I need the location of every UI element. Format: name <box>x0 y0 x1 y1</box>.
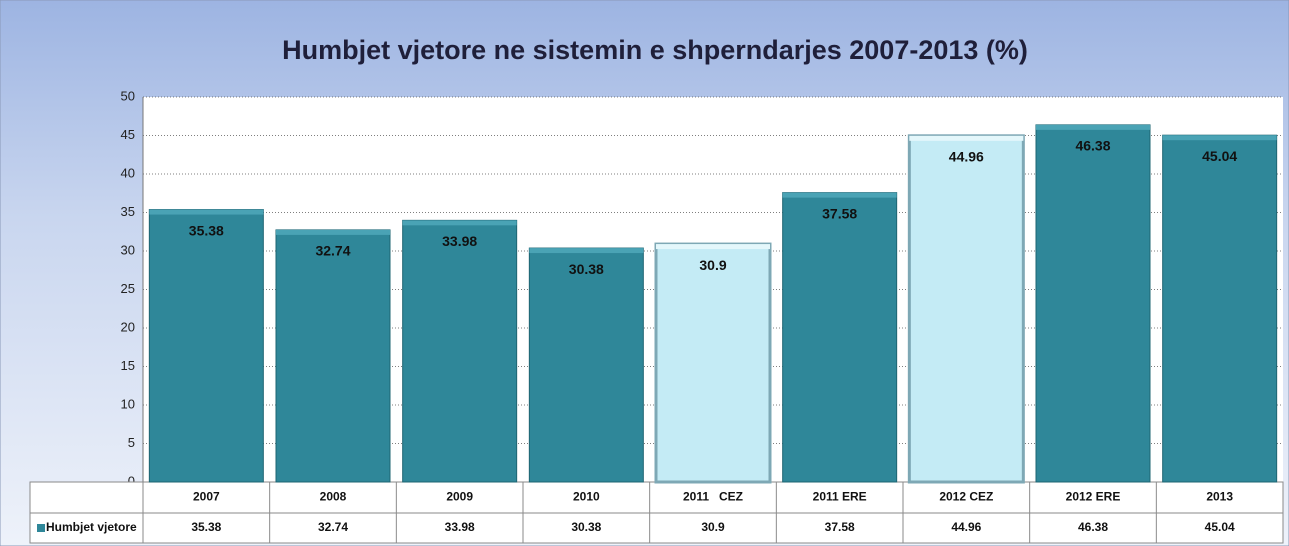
bar-top <box>402 220 517 226</box>
x-tick-label: 2011 CEZ <box>683 490 743 504</box>
y-tick-label: 15 <box>121 358 135 373</box>
table-value: 32.74 <box>318 520 348 534</box>
bar-top <box>149 209 264 215</box>
y-tick-label: 20 <box>121 319 135 334</box>
table-value: 30.38 <box>571 520 601 534</box>
table-value: 35.38 <box>191 520 221 534</box>
table-value: 37.58 <box>825 520 855 534</box>
table-value: 46.38 <box>1078 520 1108 534</box>
x-tick-label: 2009 <box>446 490 473 504</box>
bar-top <box>529 248 644 254</box>
bar-top <box>1162 135 1277 141</box>
data-label: 32.74 <box>315 243 350 259</box>
y-tick-label: 10 <box>121 396 135 411</box>
legend-label: Humbjet vjetore <box>46 520 137 534</box>
bar-top <box>276 229 390 235</box>
bar <box>782 192 898 483</box>
table-value: 44.96 <box>951 520 981 534</box>
data-label: 44.96 <box>949 149 984 165</box>
bar <box>1035 124 1151 483</box>
bar-top <box>1036 124 1150 130</box>
y-tick-label: 30 <box>121 242 135 257</box>
x-tick-label: 2010 <box>573 490 600 504</box>
y-tick-label: 50 <box>121 88 135 103</box>
bar-top <box>656 244 770 250</box>
bar <box>402 219 518 483</box>
table-value: 45.04 <box>1205 520 1235 534</box>
y-tick-label: 45 <box>121 127 135 142</box>
table-value: 33.98 <box>445 520 475 534</box>
x-tick-label: 2007 <box>193 490 220 504</box>
data-label: 30.9 <box>699 257 726 273</box>
data-label: 30.38 <box>569 261 604 277</box>
y-tick-label: 5 <box>128 435 135 450</box>
table-value: 30.9 <box>701 520 725 534</box>
bar <box>528 247 644 483</box>
y-tick-label: 40 <box>121 165 135 180</box>
bar <box>275 229 391 483</box>
bar <box>1162 134 1278 483</box>
x-tick-label: 2011 ERE <box>813 490 867 504</box>
bar-top <box>909 135 1024 141</box>
data-label: 35.38 <box>189 222 224 238</box>
data-label: 37.58 <box>822 205 857 221</box>
y-tick-label: 0 <box>128 473 135 488</box>
data-label: 45.04 <box>1202 148 1237 164</box>
data-label: 46.38 <box>1075 138 1110 154</box>
x-tick-label: 2013 <box>1206 490 1233 504</box>
x-tick-label: 2008 <box>320 490 347 504</box>
y-tick-label: 25 <box>121 281 135 296</box>
bar <box>907 134 1025 484</box>
legend-key <box>37 524 45 532</box>
bar <box>148 209 264 483</box>
x-tick-label: 2012 CEZ <box>939 490 993 504</box>
chart-title: Humbjet vjetore ne sistemin e shperndarj… <box>282 35 1028 65</box>
bar <box>654 242 772 484</box>
x-tick-label: 2012 ERE <box>1066 490 1121 504</box>
y-tick-label: 35 <box>121 204 135 219</box>
data-label: 33.98 <box>442 233 477 249</box>
bar-top <box>782 192 897 198</box>
